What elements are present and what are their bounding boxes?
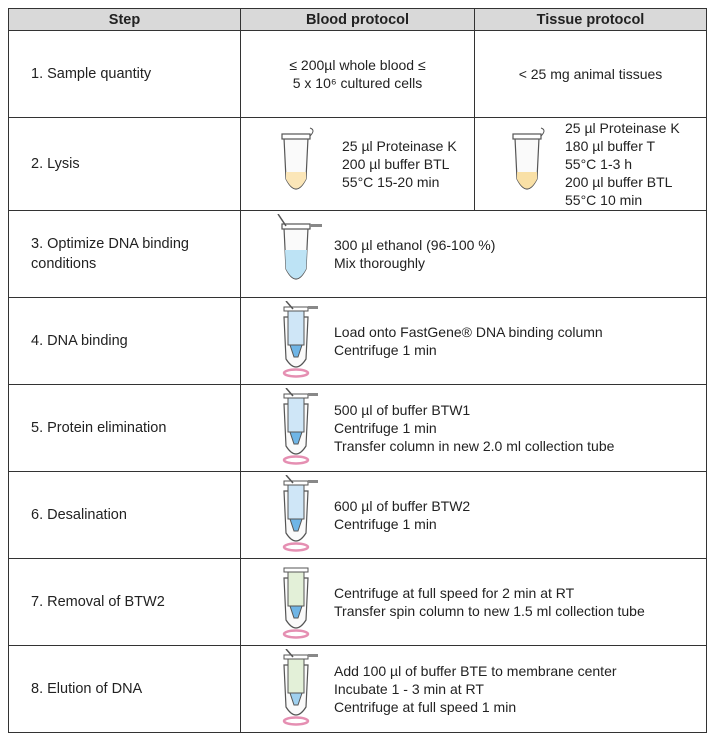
tissue-cell: < 25 mg animal tissues — [474, 30, 707, 118]
cell-content: Centrifuge at full speed for 2 min at RT… — [241, 562, 706, 642]
table-row: 3. Optimize DNA binding conditions 300 µl… — [8, 210, 707, 298]
text-block: Add 100 µl of buffer BTE to membrane cen… — [334, 662, 617, 716]
text-line: 500 µl of buffer BTW1 — [334, 402, 471, 418]
text-line: Add 100 µl of buffer BTE to membrane cen… — [334, 663, 617, 679]
header-row: Step Blood protocol Tissue protocol — [8, 8, 707, 31]
text-block: ≤ 200µl whole blood ≤ 5 x 10⁶ cultured ce… — [289, 56, 425, 92]
step-cell: 5. Protein elimination — [8, 384, 241, 472]
header-cell: Step — [8, 8, 241, 31]
protocol-cell: Load onto FastGene® DNA binding column Ce… — [240, 297, 707, 385]
text-line: Centrifuge 1 min — [334, 420, 437, 436]
text-line: Centrifuge at full speed for 2 min at RT — [334, 585, 575, 601]
text-line: 5 x 10⁶ cultured cells — [292, 75, 423, 91]
text-line: 600 µl of buffer BTW2 — [334, 498, 471, 514]
tissue-cell: 25 µl Proteinase K 180 µl buffer T 55°C 1-… — [474, 117, 707, 211]
table-row: 6. Desalination 600 µl of buffer BTW2 Cent… — [8, 471, 707, 559]
cell-content: 25 µl Proteinase K 200 µl buffer BTL 55°C … — [241, 124, 474, 204]
tube-icon — [282, 475, 318, 552]
cell-content: Add 100 µl of buffer BTE to membrane cen… — [241, 649, 706, 729]
tube-icon — [277, 214, 322, 280]
step-cell: 6. Desalination — [8, 471, 241, 559]
text-line: 25 µl Proteinase K — [342, 138, 457, 154]
text-block: < 25 mg animal tissues — [519, 65, 663, 83]
step-cell: 1. Sample quantity — [8, 30, 241, 118]
text-line: 200 µl buffer BTL — [565, 174, 673, 190]
text-line: Transfer column in new 2.0 ml collection… — [334, 438, 615, 454]
tube-icon — [281, 127, 314, 190]
table-row: 2. Lysis 25 µl Proteinase K 200 µl buffer … — [8, 117, 707, 211]
text-line: 55°C 10 min — [565, 192, 643, 208]
text-line: 200 µl buffer BTL — [342, 156, 450, 172]
step-cell: 4. DNA binding — [8, 297, 241, 385]
tube-icon — [282, 301, 318, 378]
text-block: Load onto FastGene® DNA binding column Ce… — [334, 323, 603, 359]
table-row: 5. Protein elimination 500 µl of buffer B… — [8, 384, 707, 472]
text-line: 180 µl buffer T — [565, 138, 656, 154]
protocol-cell: 300 µl ethanol (96-100 %) Mix thoroughly — [240, 210, 707, 298]
text-line: 25 µl Proteinase K — [565, 120, 680, 136]
text-line: Transfer spin column to new 1.5 ml colle… — [334, 603, 645, 619]
tube-icon — [282, 388, 318, 465]
text-block: 25 µl Proteinase K 200 µl buffer BTL 55°C … — [342, 137, 457, 191]
text-block: Centrifuge at full speed for 2 min at RT… — [334, 584, 645, 620]
table-row: 4. DNA binding Load onto FastGene® DNA bi… — [8, 297, 707, 385]
text-block: 500 µl of buffer BTW1 Centrifuge 1 min Tra… — [334, 401, 614, 455]
text-block: 300 µl ethanol (96-100 %) Mix thoroughly — [334, 236, 495, 272]
protocol-cell: Centrifuge at full speed for 2 min at RT… — [240, 558, 707, 646]
table-row: 1. Sample quantity ≤ 200µl whole blood ≤ 5… — [8, 30, 707, 118]
step-cell: 2. Lysis — [8, 117, 241, 211]
text-line: Incubate 1 - 3 min at RT — [334, 681, 484, 697]
table-row: 7. Removal of BTW2 Centrifuge at full spe… — [8, 558, 707, 646]
text-line: Mix thoroughly — [334, 255, 426, 271]
protocol-cell: 500 µl of buffer BTW1 Centrifuge 1 min Tra… — [240, 384, 707, 472]
cell-content: 300 µl ethanol (96-100 %) Mix thoroughly — [241, 214, 706, 294]
text-line: Centrifuge 1 min — [334, 516, 437, 532]
cell-content: < 25 mg animal tissues — [475, 65, 706, 83]
text-line: Centrifuge 1 min — [334, 342, 437, 358]
blood-cell: ≤ 200µl whole blood ≤ 5 x 10⁶ cultured ce… — [240, 30, 475, 118]
step-cell: 8. Elution of DNA — [8, 645, 241, 733]
step-cell: 7. Removal of BTW2 — [8, 558, 241, 646]
step-cell: 3. Optimize DNA binding conditions — [8, 210, 241, 298]
text-line: 55°C 1-3 h — [565, 156, 633, 172]
cell-content: 600 µl of buffer BTW2 Centrifuge 1 min — [241, 475, 706, 555]
cell-content: 25 µl Proteinase K 180 µl buffer T 55°C 1-… — [475, 119, 706, 209]
cell-content: ≤ 200µl whole blood ≤ 5 x 10⁶ cultured ce… — [241, 56, 474, 92]
text-line: 300 µl ethanol (96-100 %) — [334, 237, 496, 253]
text-line: Load onto FastGene® DNA binding column — [334, 324, 603, 340]
text-line: Centrifuge at full speed 1 min — [334, 699, 517, 715]
header-cell: Tissue protocol — [474, 8, 707, 31]
tube-icon — [512, 127, 545, 190]
cell-content: 500 µl of buffer BTW1 Centrifuge 1 min Tra… — [241, 388, 706, 468]
header-cell: Blood protocol — [240, 8, 475, 31]
tube-icon — [282, 567, 310, 639]
tube-icon — [282, 649, 318, 726]
text-line: 55°C 15-20 min — [342, 174, 440, 190]
protocol-table: Step Blood protocol Tissue protocol 1. S… — [8, 8, 707, 733]
protocol-cell: Add 100 µl of buffer BTE to membrane cen… — [240, 645, 707, 733]
protocol-cell: 600 µl of buffer BTW2 Centrifuge 1 min — [240, 471, 707, 559]
blood-cell: 25 µl Proteinase K 200 µl buffer BTL 55°C … — [240, 117, 475, 211]
cell-content: Load onto FastGene® DNA binding column Ce… — [241, 301, 706, 381]
table-body: 1. Sample quantity ≤ 200µl whole blood ≤ 5… — [8, 30, 707, 733]
text-block: 600 µl of buffer BTW2 Centrifuge 1 min — [334, 497, 470, 533]
text-line: < 25 mg animal tissues — [518, 66, 663, 82]
table-row: 8. Elution of DNA Add 100 µl of buffer BT… — [8, 645, 707, 733]
text-line: ≤ 200µl whole blood ≤ — [289, 57, 426, 73]
text-block: 25 µl Proteinase K 180 µl buffer T 55°C 1-… — [565, 119, 680, 209]
